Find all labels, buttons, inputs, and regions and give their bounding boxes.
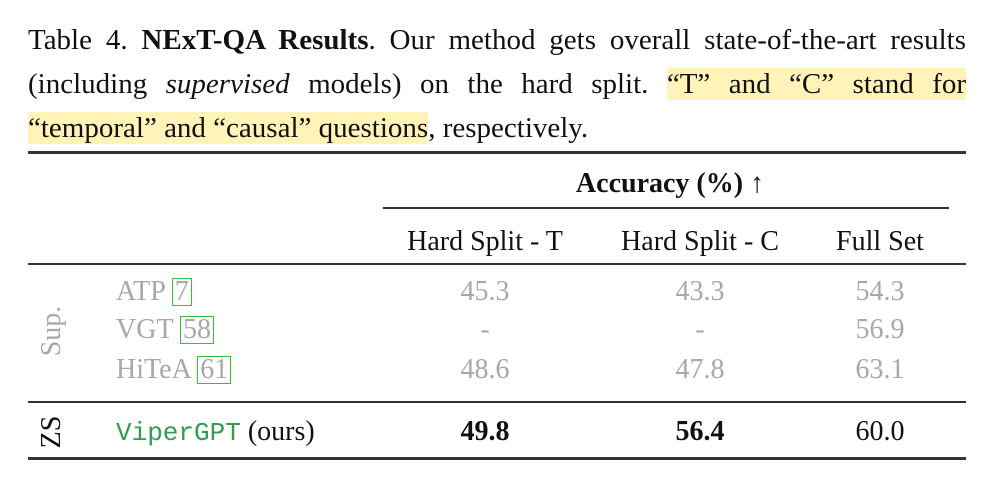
caption-text: , respectively. xyxy=(428,112,589,144)
value-cell: 56.9 xyxy=(855,314,905,345)
value-cell: - xyxy=(480,314,490,345)
citation: 61 xyxy=(197,356,232,384)
header-rule xyxy=(28,263,966,265)
column-header: Hard Split - T xyxy=(407,226,563,257)
method-name: VGT xyxy=(116,314,174,345)
caption: Table 4. NExT-QA Results. Our method get… xyxy=(28,18,967,150)
top-rule xyxy=(28,151,966,154)
citation: 58 xyxy=(180,316,215,344)
citation: 7 xyxy=(171,278,192,306)
method-cell: ATP 7 xyxy=(116,276,192,308)
value-cell: 43.3 xyxy=(675,276,725,307)
group-label: ZS xyxy=(36,415,67,449)
caption-emphasis: supervised xyxy=(165,68,290,100)
value-cell: 56.4 xyxy=(675,416,725,447)
value-cell: 47.8 xyxy=(675,354,725,385)
method-cell: ViperGPT (ours) xyxy=(116,416,315,449)
value-cell: 63.1 xyxy=(855,354,905,385)
value-cell: 45.3 xyxy=(460,276,510,307)
caption-title: NExT-QA Results xyxy=(141,24,369,56)
group-rule xyxy=(383,207,949,209)
method-name: ViperGPT xyxy=(116,418,241,448)
method-cell: HiTeA 61 xyxy=(116,354,232,386)
caption-text: . Our method gets overall state-of-the-a… xyxy=(28,24,966,100)
value-cell: 48.6 xyxy=(460,354,510,385)
method-name: HiTeA xyxy=(116,354,191,385)
caption-label: Table 4. xyxy=(28,24,128,56)
group-separator xyxy=(28,401,966,403)
value-cell: 49.8 xyxy=(460,416,510,447)
value-cell: 54.3 xyxy=(855,276,905,307)
method-suffix: (ours) xyxy=(247,416,315,447)
caption-text: models) on the hard split. xyxy=(289,68,667,100)
method-cell: VGT 58 xyxy=(116,314,215,346)
method-name: ATP xyxy=(116,276,165,307)
column-header: Hard Split - C xyxy=(621,226,779,257)
value-cell: 60.0 xyxy=(855,416,905,447)
group-label: Sup. xyxy=(36,305,67,357)
value-cell: - xyxy=(695,314,705,345)
column-header: Full Set xyxy=(836,226,924,257)
column-group-header: Accuracy (%) ↑ xyxy=(575,168,765,199)
bottom-rule xyxy=(28,457,966,460)
